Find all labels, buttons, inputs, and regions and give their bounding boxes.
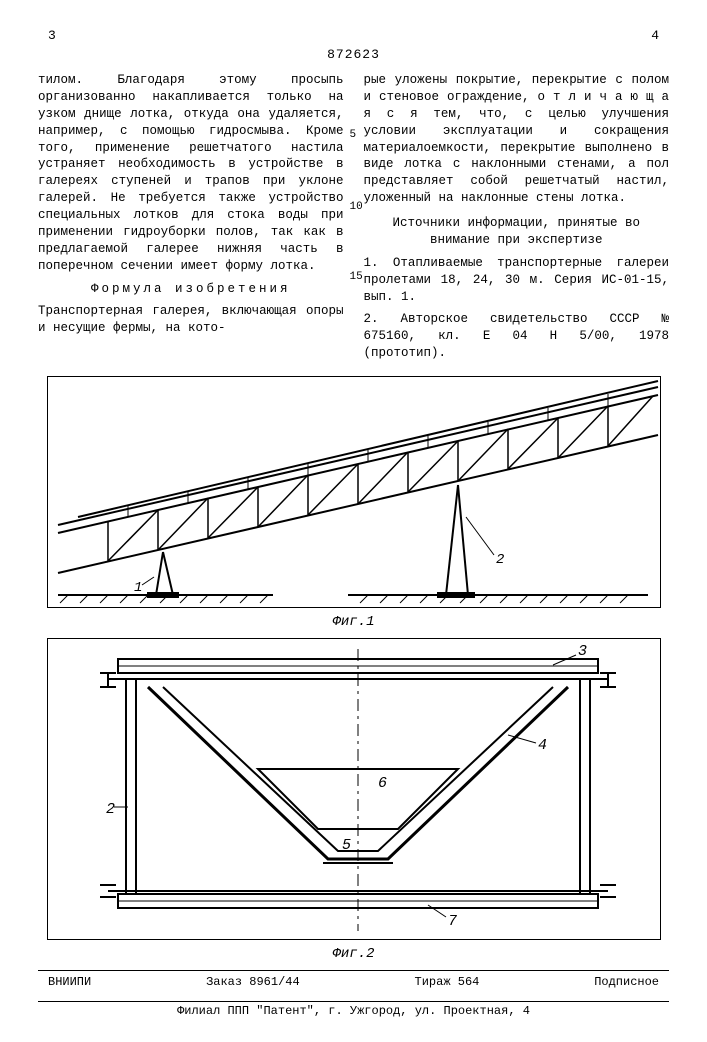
patent-number: 872623	[38, 47, 669, 62]
sources-title: Источники информации, принятые во вниман…	[364, 215, 670, 249]
fig2-label-4: 4	[538, 737, 547, 754]
figure-1: 1 2	[47, 376, 661, 608]
patent-page: 3 4 872623 тилом. Благодаря этому просып…	[0, 0, 707, 1042]
line-number-10: 10	[350, 200, 363, 215]
footer-address: Филиал ППП "Патент", г. Ужгород, ул. Про…	[38, 1002, 669, 1022]
source-2: 2. Авторское свидетельство СССР № 675160…	[364, 311, 670, 362]
formula-title: Формула изобретения	[38, 281, 344, 298]
page-number-left: 3	[48, 28, 56, 43]
footer-order: Заказ 8961/44	[206, 975, 300, 989]
text-columns: тилом. Благодаря этому просыпь организов…	[38, 72, 669, 368]
source-1: 1. Отапливаемые транспортерные галереи п…	[364, 255, 670, 306]
right-para-1: рые уложены покрытие, перекрытие с полом…	[364, 72, 670, 207]
fig2-label-6: 6	[378, 775, 387, 792]
fig1-label-1: 1	[134, 580, 142, 596]
footer-org: ВНИИПИ	[48, 975, 91, 989]
line-number-5: 5	[350, 128, 357, 143]
footer-tirazh: Тираж 564	[415, 975, 480, 989]
fig2-label-3: 3	[578, 643, 587, 660]
fig1-svg: 1 2	[48, 377, 660, 607]
left-column: тилом. Благодаря этому просыпь организов…	[38, 72, 344, 368]
right-column: 5 10 15 рые уложены покрытие, перекрытие…	[364, 72, 670, 368]
footer-row: ВНИИПИ Заказ 8961/44 Тираж 564 Подписное	[38, 971, 669, 993]
fig1-caption: Фиг.1	[38, 614, 669, 630]
line-number-15: 15	[350, 270, 363, 285]
left-para-2: Транспортерная галерея, включающая опоры…	[38, 303, 344, 337]
fig2-caption: Фиг.2	[38, 946, 669, 962]
fig2-label-7: 7	[448, 913, 457, 930]
figure-2: 2 3 4 5 6 7	[47, 638, 661, 940]
fig2-svg: 2 3 4 5 6 7	[48, 639, 660, 939]
fig1-label-2: 2	[496, 552, 504, 568]
page-header: 3 4	[38, 28, 669, 43]
footer-sign: Подписное	[594, 975, 659, 989]
fig2-label-2: 2	[106, 801, 115, 818]
fig2-label-5: 5	[342, 837, 351, 854]
page-number-right: 4	[651, 28, 659, 43]
left-para-1: тилом. Благодаря этому просыпь организов…	[38, 72, 344, 275]
